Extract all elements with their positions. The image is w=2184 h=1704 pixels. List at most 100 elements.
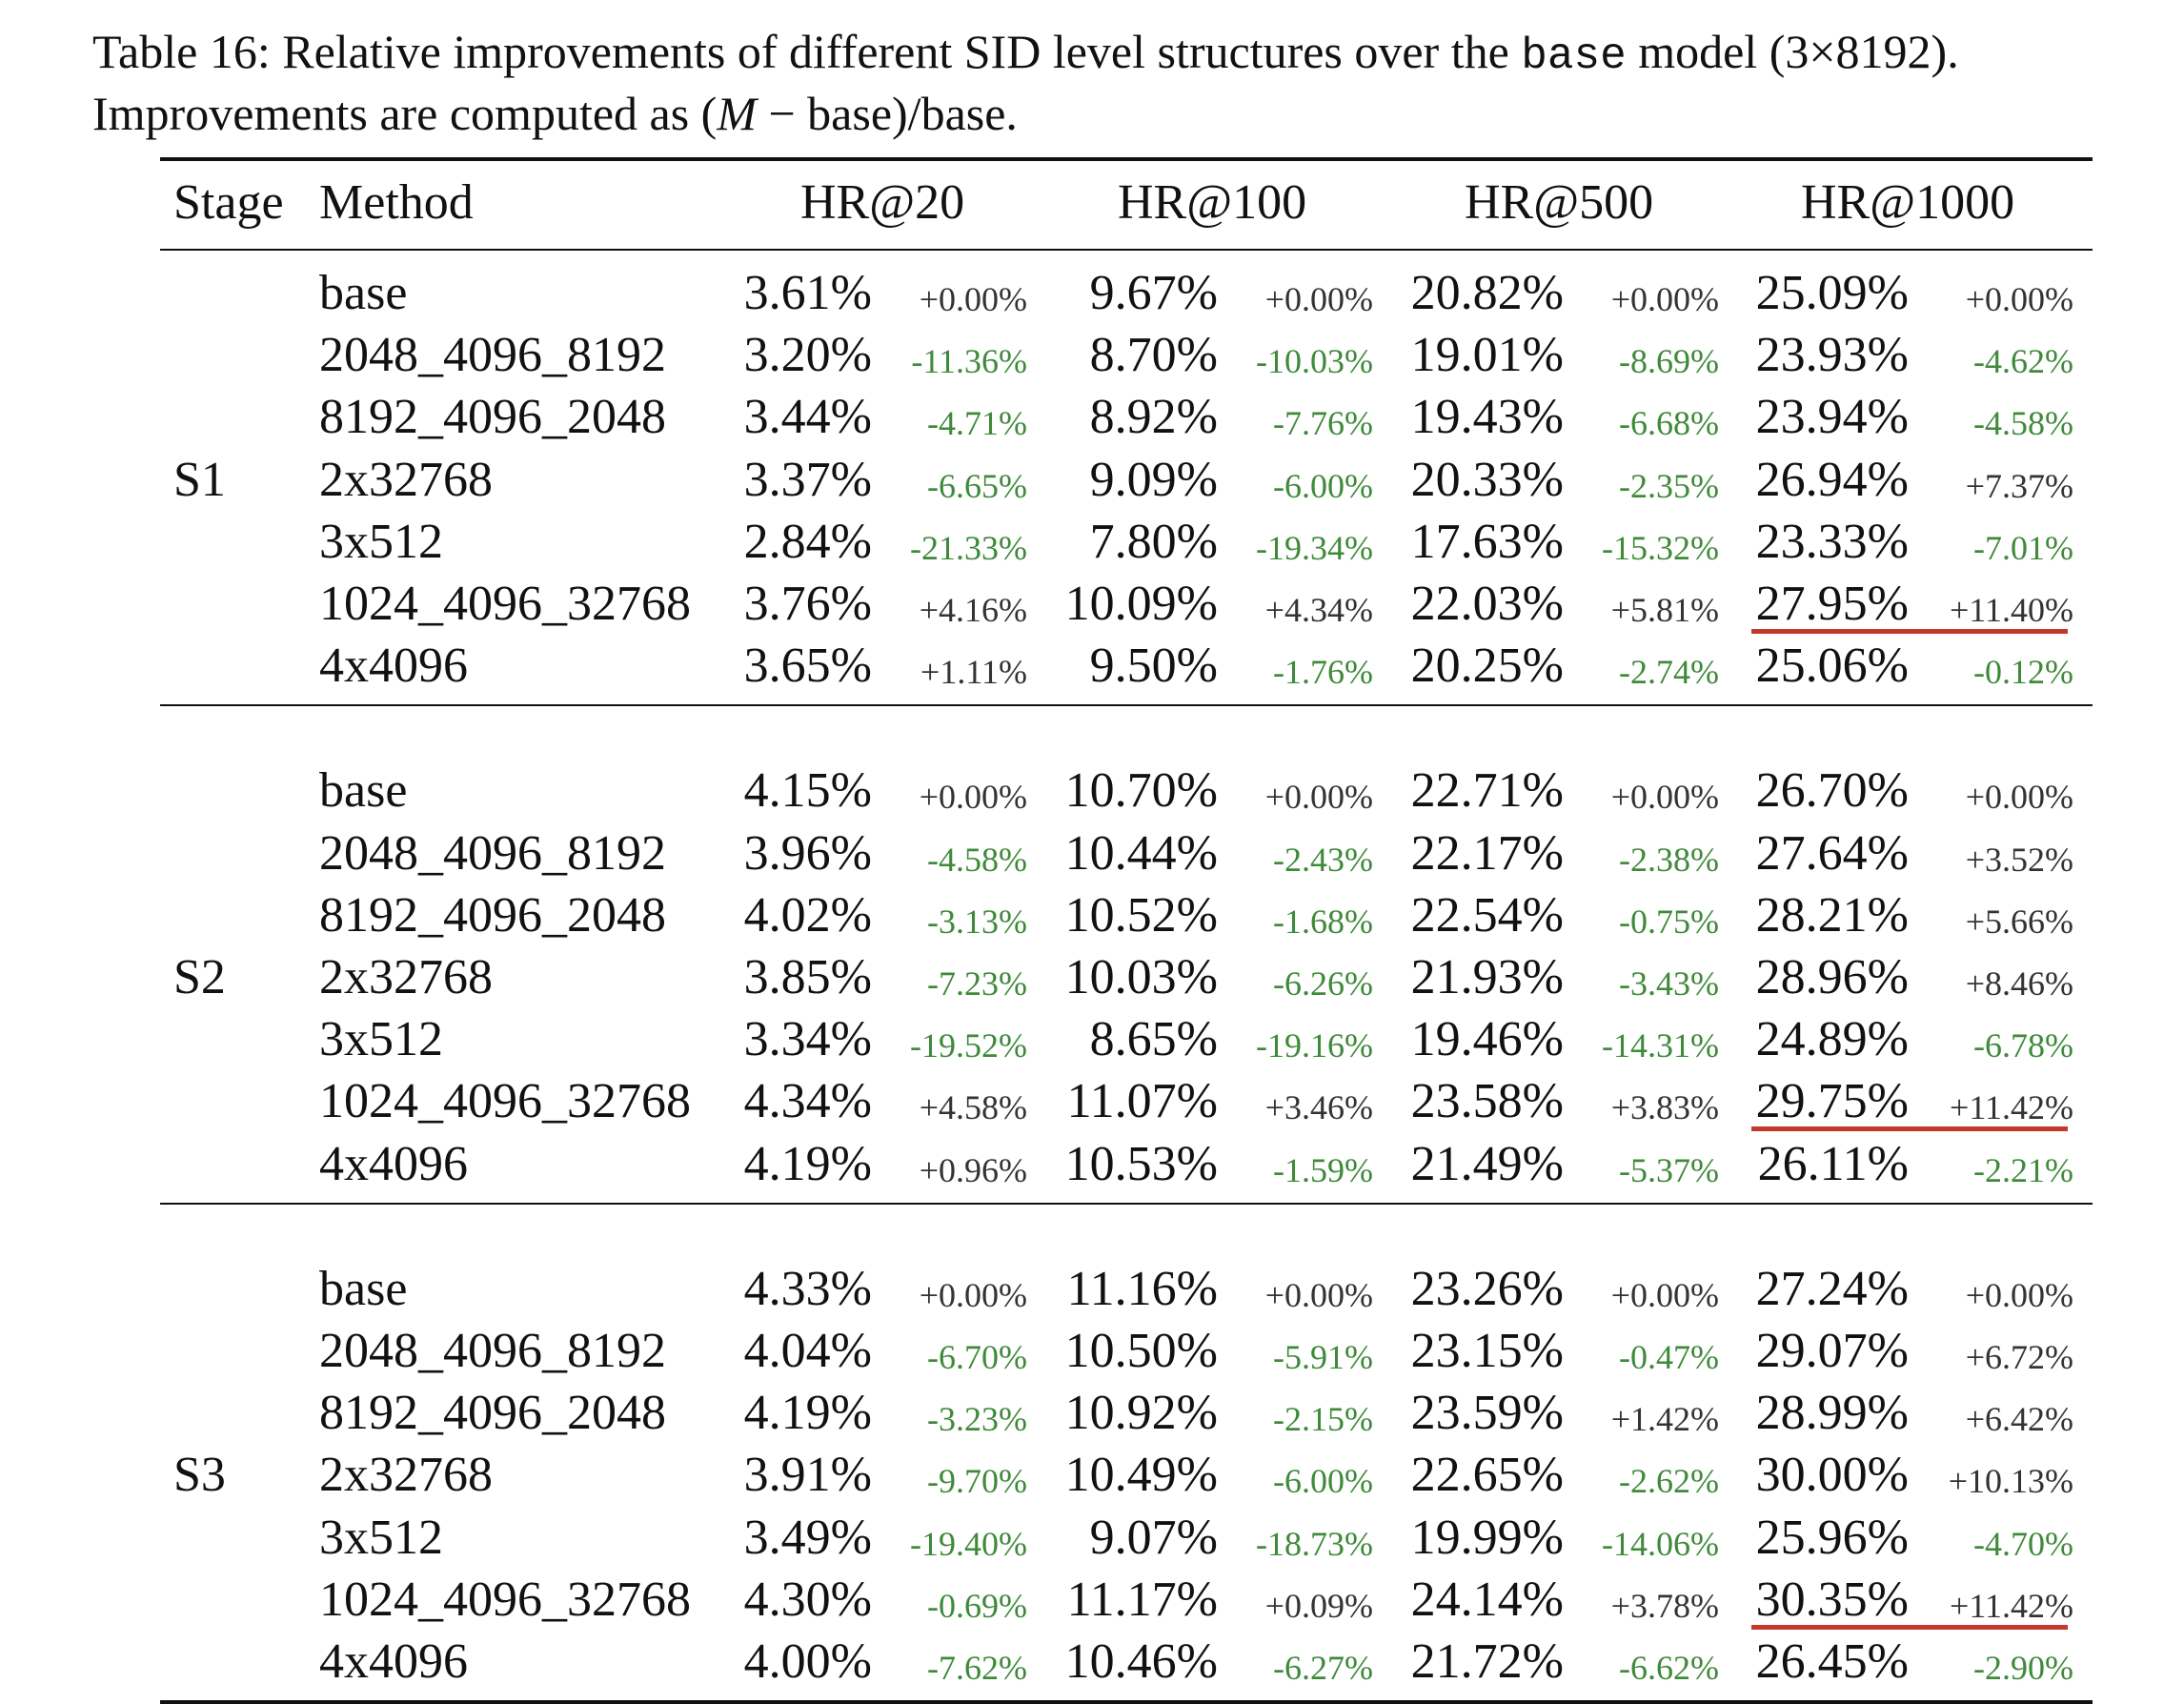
hr-value-cell: 3.65% [743, 639, 872, 694]
method-cell: 4x4096 [319, 1634, 468, 1689]
relative-improvement-cell: -4.58% [927, 840, 1027, 879]
relative-improvement-cell: +0.00% [1965, 1275, 2073, 1314]
caption-text: Improvements are computed as ( [92, 87, 718, 140]
relative-improvement-cell: -3.23% [927, 1400, 1027, 1439]
hr-value-cell: 19.99% [1410, 1510, 1564, 1565]
top-rule [160, 157, 2093, 161]
relative-improvement-cell: +0.00% [919, 280, 1027, 318]
relative-improvement-cell: +0.00% [919, 1275, 1027, 1314]
hr-value-cell: 3.61% [743, 266, 872, 320]
relative-improvement-cell: -19.52% [910, 1026, 1027, 1065]
hr-value-cell: 26.94% [1755, 452, 1909, 507]
hr-value-cell: 4.34% [743, 1074, 872, 1129]
relative-improvement-cell: +4.16% [919, 591, 1027, 629]
relative-improvement-cell: -10.03% [1256, 342, 1373, 381]
relative-improvement-cell: +0.96% [919, 1150, 1027, 1189]
method-cell: 4x4096 [319, 1136, 468, 1191]
relative-improvement-cell: -18.73% [1256, 1524, 1373, 1563]
relative-improvement-cell: -0.69% [927, 1586, 1027, 1625]
hr-value-cell: 3.76% [743, 577, 872, 631]
hr-value-cell: 21.93% [1410, 950, 1564, 1004]
method-cell: 3x512 [319, 1012, 443, 1067]
relative-improvement-cell: +1.11% [920, 653, 1027, 692]
method-cell: 2x32768 [319, 1448, 493, 1503]
method-cell: 1024_4096_32768 [319, 1572, 691, 1627]
hr-value-cell: 19.43% [1410, 390, 1564, 445]
hr-value-cell: 26.70% [1755, 763, 1909, 819]
table-caption: Table 16: Relative improvements of diffe… [92, 23, 2170, 142]
relative-improvement-cell: -19.16% [1256, 1026, 1373, 1065]
stage-label: S1 [173, 452, 226, 507]
hr-value-cell: 10.09% [1064, 577, 1218, 631]
method-cell: 8192_4096_2048 [319, 390, 666, 445]
hr-value-cell: 10.49% [1064, 1448, 1218, 1503]
relative-improvement-cell: -2.62% [1619, 1462, 1719, 1501]
relative-improvement-cell: -5.91% [1273, 1338, 1373, 1376]
relative-improvement-cell: -19.34% [1256, 528, 1373, 567]
hr-value-cell: 4.19% [743, 1136, 872, 1191]
stage-label: S2 [173, 950, 226, 1004]
relative-improvement-cell: -14.06% [1602, 1524, 1719, 1563]
hr-value-cell: 23.33% [1755, 514, 1909, 569]
hr-value-cell: 9.67% [1089, 266, 1218, 320]
relative-improvement-cell: -1.76% [1273, 653, 1373, 692]
relative-improvement-cell: -6.70% [927, 1338, 1027, 1376]
relative-improvement-cell: +7.37% [1965, 466, 2073, 505]
relative-improvement-cell: +5.66% [1965, 902, 2073, 941]
relative-improvement-cell: -2.43% [1273, 840, 1373, 879]
relative-improvement-cell: -0.47% [1619, 1338, 1719, 1376]
relative-improvement-cell: -8.69% [1619, 342, 1719, 381]
hr-value-cell: 3.44% [743, 390, 872, 445]
relative-improvement-cell: -6.27% [1273, 1649, 1373, 1687]
relative-improvement-cell: +11.42% [1950, 1586, 2073, 1625]
hr-value-cell: 11.17% [1066, 1572, 1218, 1627]
relative-improvement-cell: -2.35% [1619, 466, 1719, 505]
relative-improvement-cell: +0.00% [1610, 280, 1719, 318]
relative-improvement-cell: +3.83% [1610, 1088, 1719, 1127]
method-cell: 2048_4096_8192 [319, 1324, 666, 1378]
header-method: Method [319, 175, 474, 230]
relative-improvement-cell: +5.81% [1610, 591, 1719, 629]
relative-improvement-cell: -2.15% [1273, 1400, 1373, 1439]
relative-improvement-cell: -3.13% [927, 902, 1027, 941]
hr-value-cell: 9.50% [1089, 639, 1218, 694]
relative-improvement-cell: -6.68% [1619, 404, 1719, 443]
relative-improvement-cell: +0.00% [919, 778, 1027, 817]
hr-value-cell: 10.53% [1064, 1136, 1218, 1191]
relative-improvement-cell: -4.70% [1973, 1524, 2073, 1563]
hr-value-cell: 28.96% [1755, 950, 1909, 1004]
relative-improvement-cell: +0.00% [1965, 280, 2073, 318]
hr-value-cell: 23.26% [1410, 1261, 1564, 1316]
hr-value-cell: 3.85% [743, 950, 872, 1004]
hr-value-cell: 4.19% [743, 1386, 872, 1441]
hr-value-cell: 17.63% [1410, 514, 1564, 569]
relative-improvement-cell: -2.21% [1973, 1150, 2073, 1189]
hr-value-cell: 4.30% [743, 1572, 872, 1627]
hr-value-cell: 10.46% [1064, 1634, 1218, 1689]
relative-improvement-cell: -2.74% [1619, 653, 1719, 692]
caption-text: model (3×8192). [1626, 25, 1959, 78]
relative-improvement-cell: -7.01% [1973, 528, 2073, 567]
relative-improvement-cell: -0.12% [1973, 653, 2073, 692]
method-cell: base [319, 266, 408, 320]
relative-improvement-cell: +0.00% [1264, 1275, 1373, 1314]
hr-value-cell: 9.09% [1089, 452, 1218, 507]
hr-value-cell: 2.84% [743, 514, 872, 569]
group-separator-rule [160, 704, 2093, 707]
hr-value-cell: 10.44% [1064, 825, 1218, 881]
hr-value-cell: 4.02% [743, 887, 872, 943]
hr-value-cell: 10.92% [1064, 1386, 1218, 1441]
method-cell: 3x512 [319, 514, 443, 569]
hr-value-cell: 7.80% [1089, 514, 1218, 569]
hr-value-cell: 22.65% [1410, 1448, 1564, 1503]
relative-improvement-cell: +4.58% [919, 1088, 1027, 1127]
hr-value-cell: 24.89% [1755, 1012, 1909, 1067]
method-cell: 2048_4096_8192 [319, 328, 666, 383]
header-hr500: HR@500 [1465, 175, 1654, 230]
stage-label: S3 [173, 1448, 226, 1503]
hr-value-cell: 9.07% [1089, 1510, 1218, 1565]
caption-code: base [1521, 31, 1627, 81]
relative-improvement-cell: -1.68% [1273, 902, 1373, 941]
relative-improvement-cell: -14.31% [1602, 1026, 1719, 1065]
relative-improvement-cell: -15.32% [1602, 528, 1719, 567]
